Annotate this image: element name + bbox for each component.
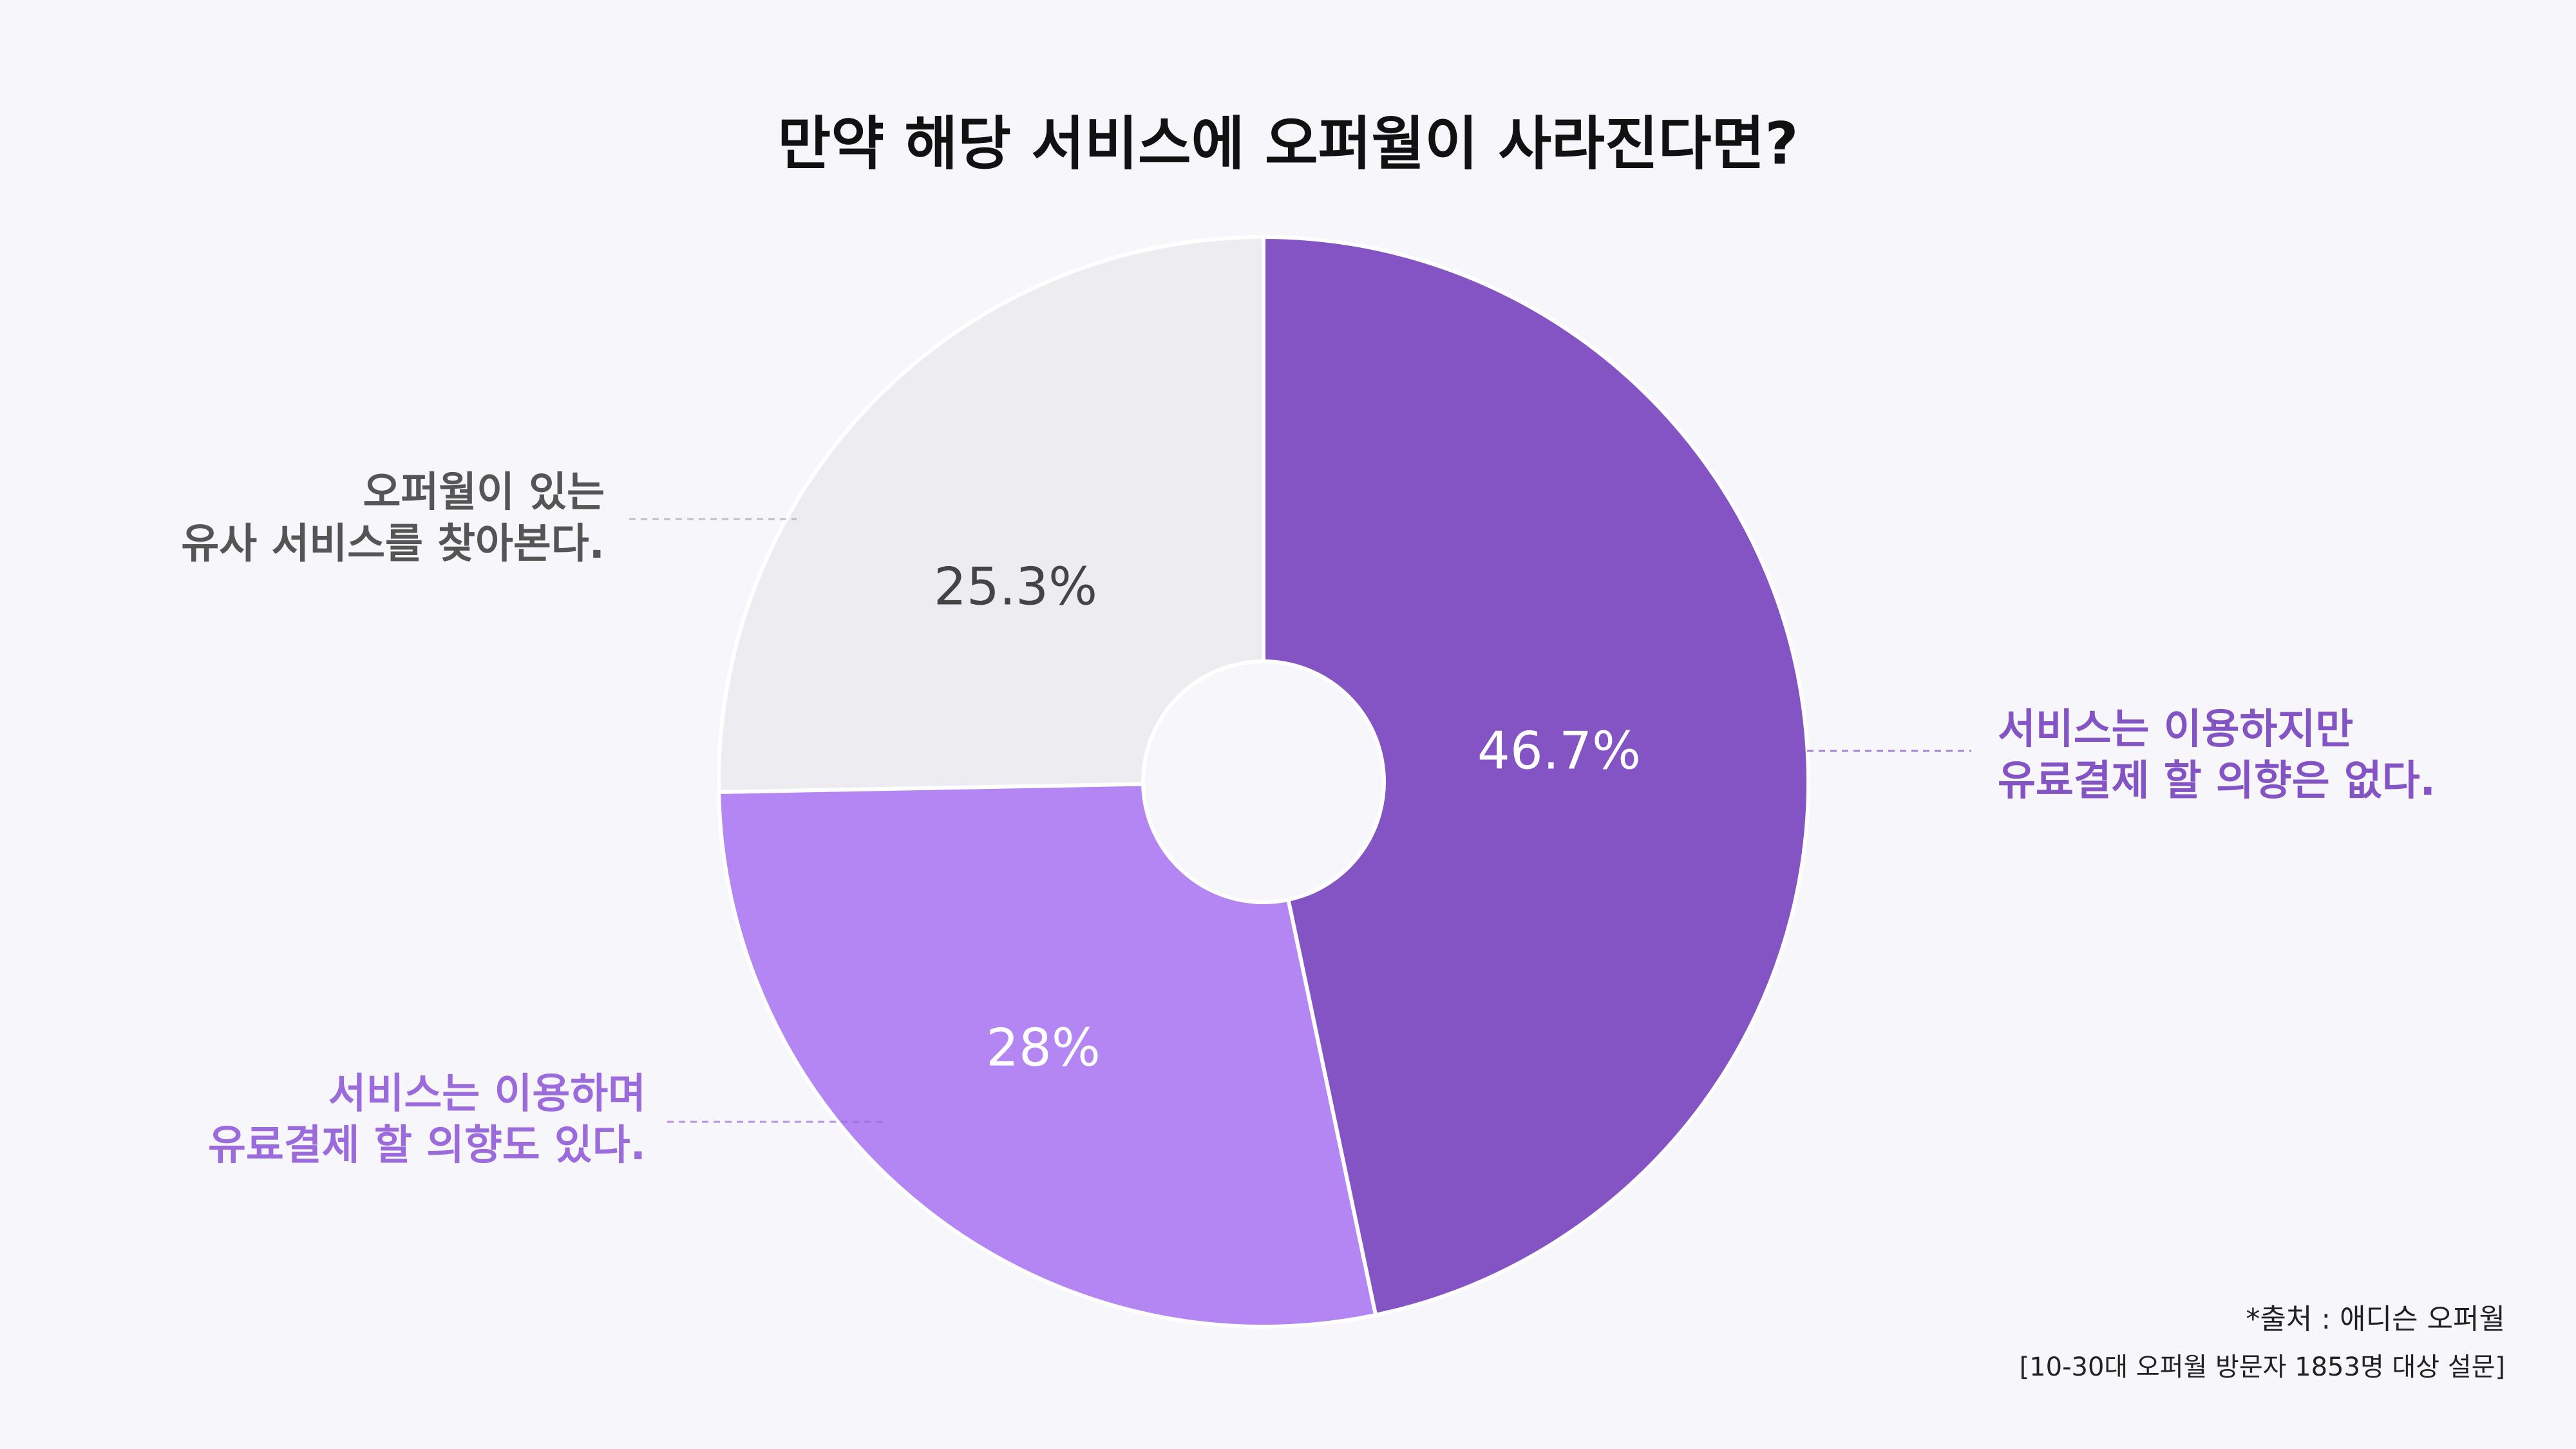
survey-note: [10-30대 오퍼월 방문자 1853명 대상 설문] [2019, 1352, 2505, 1382]
value-label-0: 46.7% [1477, 721, 1642, 781]
slice-label-0-line2: 유료결제 할 의향은 없다. [1998, 757, 2436, 805]
slice-label-2-line1: 오퍼월이 있는 [363, 469, 605, 516]
slice-label-2-line2: 유사 서비스를 찾아본다. [181, 520, 605, 568]
pie-slice-0 [1262, 234, 1810, 1318]
slice-label-0-line1: 서비스는 이용하지만 [1998, 706, 2354, 753]
pie-slice-1 [717, 782, 1378, 1329]
slice-label-1-line1: 서비스는 이용하며 [328, 1070, 646, 1118]
chart-title: 만약 해당 서비스에 오퍼월이 사라진다면? [777, 110, 1799, 178]
slice-label-1: 서비스는 이용하며 유료결제 할 의향도 있다. [208, 1068, 646, 1171]
slice-label-2: 오퍼월이 있는 유사 서비스를 찾아본다. [181, 467, 605, 570]
value-label-1: 28% [986, 1018, 1101, 1078]
pie-slice-2 [717, 234, 1265, 795]
slice-label-1-line2: 유료결제 할 의향도 있다. [208, 1122, 646, 1170]
value-label-2: 25.3% [933, 556, 1098, 617]
slice-label-0: 서비스는 이용하지만 유료결제 할 의향은 없다. [1998, 704, 2436, 807]
source-text: *출처 : 애디슨 오퍼월 [2246, 1303, 2505, 1336]
